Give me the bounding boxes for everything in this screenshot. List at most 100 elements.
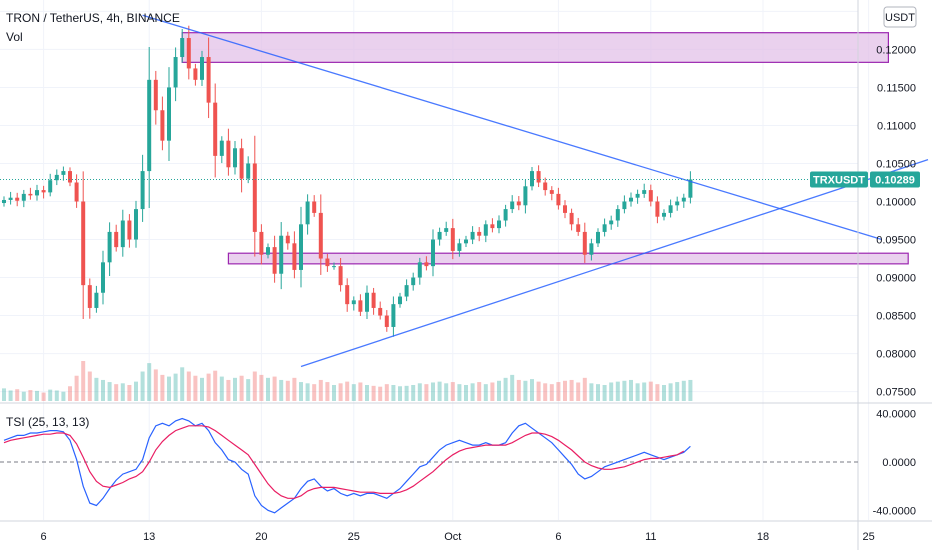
- candle-body: [299, 224, 303, 270]
- trendlines[interactable]: [142, 14, 929, 368]
- volume-bar: [622, 380, 627, 401]
- volume-bar: [35, 390, 39, 401]
- volume-bar: [477, 382, 482, 401]
- volume-bar: [483, 384, 488, 401]
- candle-body: [28, 193, 33, 196]
- candle-body: [266, 247, 270, 255]
- volume-bar: [635, 383, 640, 401]
- candle-body: [15, 197, 20, 201]
- price-zones[interactable]: [181, 32, 909, 265]
- badge-ticker: TRXUSDT: [813, 175, 865, 187]
- volume-bar: [681, 380, 686, 401]
- candle-body: [200, 57, 204, 80]
- candle-body: [516, 201, 521, 206]
- candle-body: [602, 224, 607, 232]
- volume-bar: [464, 385, 468, 401]
- resistance-zone[interactable]: [181, 32, 890, 63]
- tsi-line: [3, 417, 691, 514]
- volume-bar: [272, 376, 277, 401]
- volume-bar: [345, 381, 350, 401]
- candle-body: [305, 201, 310, 225]
- candle-body: [384, 315, 389, 327]
- volume-bar: [15, 389, 20, 401]
- volume-bar: [642, 382, 647, 401]
- volume-bar: [312, 384, 317, 401]
- descending-trendline[interactable]: [142, 14, 882, 241]
- badge-price-bg: [870, 171, 920, 188]
- candle-body: [596, 231, 600, 244]
- price-tick-label: 0.07500: [876, 387, 916, 399]
- volume-bar: [21, 391, 26, 401]
- volume-bar: [497, 380, 501, 401]
- candle-body: [186, 38, 191, 69]
- badge-price: 0.10289: [875, 175, 915, 187]
- candle-body: [576, 224, 581, 232]
- volume-bar: [160, 374, 165, 401]
- volume-bar: [61, 391, 66, 401]
- time-tick-label: Oct: [444, 531, 461, 543]
- ascending-trendline[interactable]: [300, 159, 929, 368]
- candle-body: [312, 201, 317, 213]
- candle-body: [622, 201, 627, 210]
- price-tick-label: 0.11500: [877, 82, 916, 94]
- candle-body: [510, 201, 515, 210]
- candle-body: [318, 212, 323, 259]
- volume-bar: [134, 381, 138, 401]
- candle-body: [358, 300, 363, 312]
- candle-body: [21, 193, 26, 201]
- volume-bar: [28, 390, 33, 401]
- candle-body: [530, 171, 534, 187]
- volume-bar: [444, 383, 449, 401]
- candle-body: [404, 285, 409, 297]
- volume-bar: [114, 384, 119, 401]
- price-tick-label: 0.10000: [876, 197, 916, 209]
- tsi-pane: [0, 417, 858, 514]
- candle-body: [239, 148, 244, 179]
- volume-bar: [358, 382, 363, 401]
- support-zone[interactable]: [227, 252, 909, 265]
- candle-body: [226, 140, 231, 168]
- volume-bar: [299, 382, 303, 401]
- currency-button[interactable]: USDT: [883, 6, 917, 28]
- candle-body: [503, 209, 508, 221]
- volume-bar: [279, 379, 284, 401]
- volume-bar: [101, 379, 105, 401]
- volume-bar: [470, 383, 475, 401]
- volume-bar: [391, 385, 396, 401]
- tsi-tick-label: -40.0000: [873, 505, 916, 517]
- time-axis[interactable]: 6 13 20 25 Oct 6 11 18 25: [41, 531, 875, 543]
- candle-body: [332, 266, 336, 268]
- candle-body: [365, 292, 369, 312]
- volume-bar: [140, 371, 145, 401]
- candle-body: [629, 197, 633, 202]
- candle-body: [668, 205, 673, 213]
- candle-body: [68, 171, 72, 183]
- volume-label[interactable]: Vol: [6, 30, 23, 44]
- candle-body: [2, 199, 6, 204]
- price-axis[interactable]: 0.12000 0.11500 0.11000 0.10500 0.10000 0.095…: [876, 44, 916, 398]
- candle-body: [325, 258, 330, 267]
- candle-body: [338, 266, 343, 286]
- price-tick-label: 0.08000: [876, 349, 916, 361]
- time-tick-label: 11: [645, 531, 656, 543]
- candle-body: [140, 171, 145, 210]
- volume-bar: [325, 382, 330, 401]
- candle-body: [279, 235, 284, 274]
- currency-button-label: USDT: [885, 12, 915, 24]
- tsi-label[interactable]: TSI (25, 13, 13): [6, 415, 89, 429]
- candle-body: [642, 190, 647, 194]
- volume-bar: [219, 376, 224, 401]
- candle-body: [424, 262, 429, 267]
- candle-body: [371, 292, 376, 308]
- symbol-title[interactable]: TRON / TetherUS, 4h, BINANCE: [6, 11, 180, 25]
- candle-body: [609, 220, 614, 225]
- price-tick-label: 0.12000: [876, 44, 916, 56]
- candle-body: [681, 197, 686, 202]
- volume-bar: [378, 386, 383, 401]
- candle-body: [490, 224, 495, 229]
- candle-body: [477, 231, 482, 236]
- volume-bar: [398, 386, 402, 401]
